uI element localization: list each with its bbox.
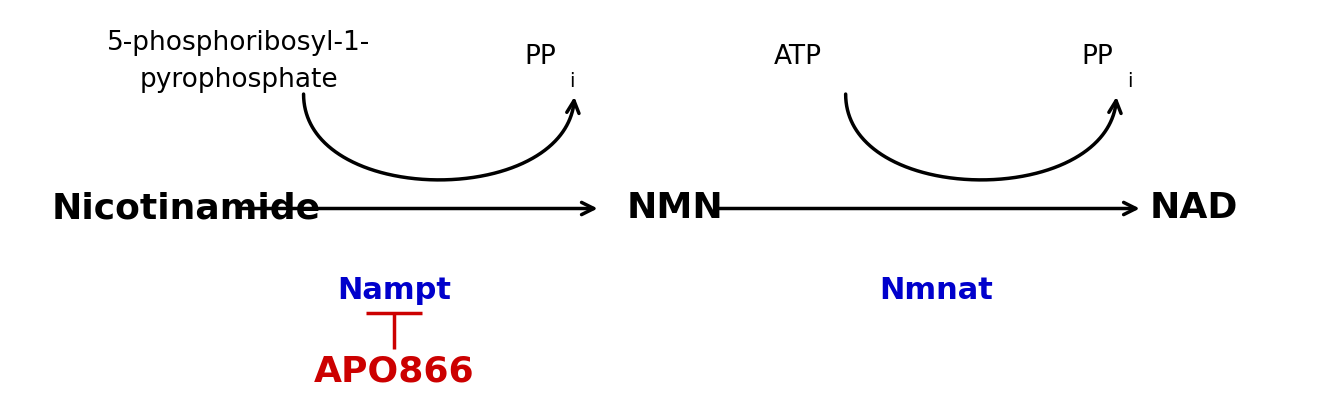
- Text: Nmnat: Nmnat: [878, 276, 993, 305]
- Text: 5-phosphoribosyl-1-: 5-phosphoribosyl-1-: [108, 30, 370, 56]
- Text: PP: PP: [524, 44, 556, 70]
- Text: PP: PP: [1081, 44, 1113, 70]
- Text: i: i: [569, 72, 574, 91]
- Text: ATP: ATP: [774, 44, 822, 70]
- Text: Nampt: Nampt: [337, 276, 450, 305]
- Text: i: i: [1127, 72, 1133, 91]
- Text: NAD: NAD: [1150, 191, 1238, 226]
- Text: pyrophosphate: pyrophosphate: [140, 67, 338, 93]
- Text: NMN: NMN: [626, 191, 723, 226]
- Text: Nicotinamide: Nicotinamide: [51, 191, 321, 226]
- Text: APO866: APO866: [313, 355, 474, 389]
